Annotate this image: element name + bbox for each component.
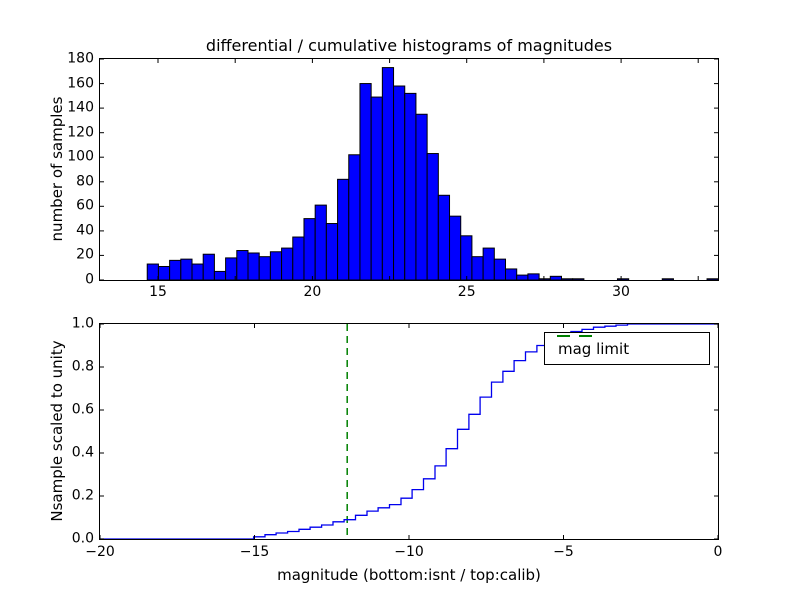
histogram-bar [191, 263, 204, 280]
histogram-bar [706, 278, 718, 280]
bottom-x-tick-label: −10 [394, 544, 424, 560]
bottom-cumulative-plot: mag limit [99, 323, 719, 540]
histogram-bar [314, 204, 327, 280]
histogram-bar [460, 235, 473, 280]
histogram-bar [157, 265, 171, 280]
histogram-bar [269, 251, 283, 280]
histogram-bar [381, 67, 395, 280]
histogram-bar [370, 96, 383, 280]
histogram-bar [527, 273, 540, 280]
legend-label: mag limit [558, 339, 630, 358]
histogram-bar [393, 85, 406, 280]
histogram-bar [471, 256, 484, 280]
histogram-bar [661, 278, 674, 280]
histogram-bar [549, 275, 562, 280]
histogram-bar [415, 113, 428, 280]
histogram-bar [616, 278, 630, 280]
top-x-tick-label: 25 [457, 284, 476, 300]
histogram-bar [258, 256, 271, 280]
top-y-tick-label: 100 [67, 148, 94, 165]
figure-title: differential / cumulative histograms of … [205, 36, 613, 55]
top-y-axis-label: number of samples [48, 96, 66, 242]
histogram-bar [180, 258, 193, 280]
bottom-y-tick-label: 0.6 [71, 401, 94, 418]
histogram-bar [146, 263, 159, 280]
histogram-bar [337, 178, 350, 280]
histogram-bar [348, 154, 361, 280]
histogram-bar [505, 268, 518, 280]
top-x-tick-label: 30 [612, 284, 630, 300]
top-y-tick-label: 80 [76, 173, 94, 190]
bottom-y-axis-label: Nsample scaled to unity [48, 340, 66, 522]
top-y-tick-label: 120 [67, 124, 94, 141]
histogram-bar [572, 278, 585, 280]
bottom-y-tick-label: 0.2 [71, 487, 94, 504]
histogram-bar [426, 153, 439, 280]
top-y-tick-label: 20 [76, 246, 94, 263]
histogram-bar [213, 270, 227, 280]
histogram-bar [560, 278, 574, 280]
bottom-x-tick-label: −20 [85, 544, 115, 560]
histogram-bar [538, 278, 551, 280]
histogram-bar [449, 215, 462, 280]
bottom-y-tick-label: 1.0 [71, 315, 94, 332]
histogram-bar [169, 259, 182, 280]
top-y-tick-label: 0 [85, 271, 94, 288]
top-y-tick-label: 160 [67, 75, 94, 92]
top-x-tick-label: 15 [149, 284, 167, 300]
histogram-bar [281, 247, 294, 280]
legend: mag limit [544, 332, 710, 365]
bottom-y-tick-label: 0.0 [71, 530, 94, 547]
histogram-bar [482, 247, 495, 280]
top-y-tick-label: 140 [67, 99, 94, 116]
bottom-y-tick-label: 0.4 [71, 444, 94, 461]
top-x-tick-label: 20 [303, 284, 322, 300]
histogram-bar [437, 194, 451, 280]
top-plot-canvas [100, 59, 718, 280]
top-histogram-plot [99, 58, 719, 281]
x-axis-label: magnitude (bottom:isnt / top:calib) [277, 566, 541, 584]
histogram-bar [404, 92, 417, 280]
histogram-bar [247, 252, 260, 280]
bottom-x-tick-label: 0 [713, 544, 723, 560]
top-y-tick-label: 60 [76, 197, 94, 214]
legend-dashed-line-icon [557, 335, 601, 337]
histogram-bar [236, 250, 249, 280]
histogram-bar [202, 253, 215, 280]
bottom-x-tick-label: −15 [239, 544, 270, 560]
bottom-y-tick-label: 0.8 [71, 358, 94, 375]
histogram-bar [359, 83, 372, 280]
top-y-tick-label: 40 [76, 222, 94, 239]
histogram-bar [493, 258, 507, 280]
top-y-tick-label: 180 [67, 50, 94, 67]
histogram-bar [516, 274, 529, 280]
bottom-x-tick-label: −5 [553, 544, 574, 560]
histogram-bar [325, 223, 339, 280]
histogram-bar [292, 236, 305, 280]
histogram-bar [303, 218, 316, 280]
